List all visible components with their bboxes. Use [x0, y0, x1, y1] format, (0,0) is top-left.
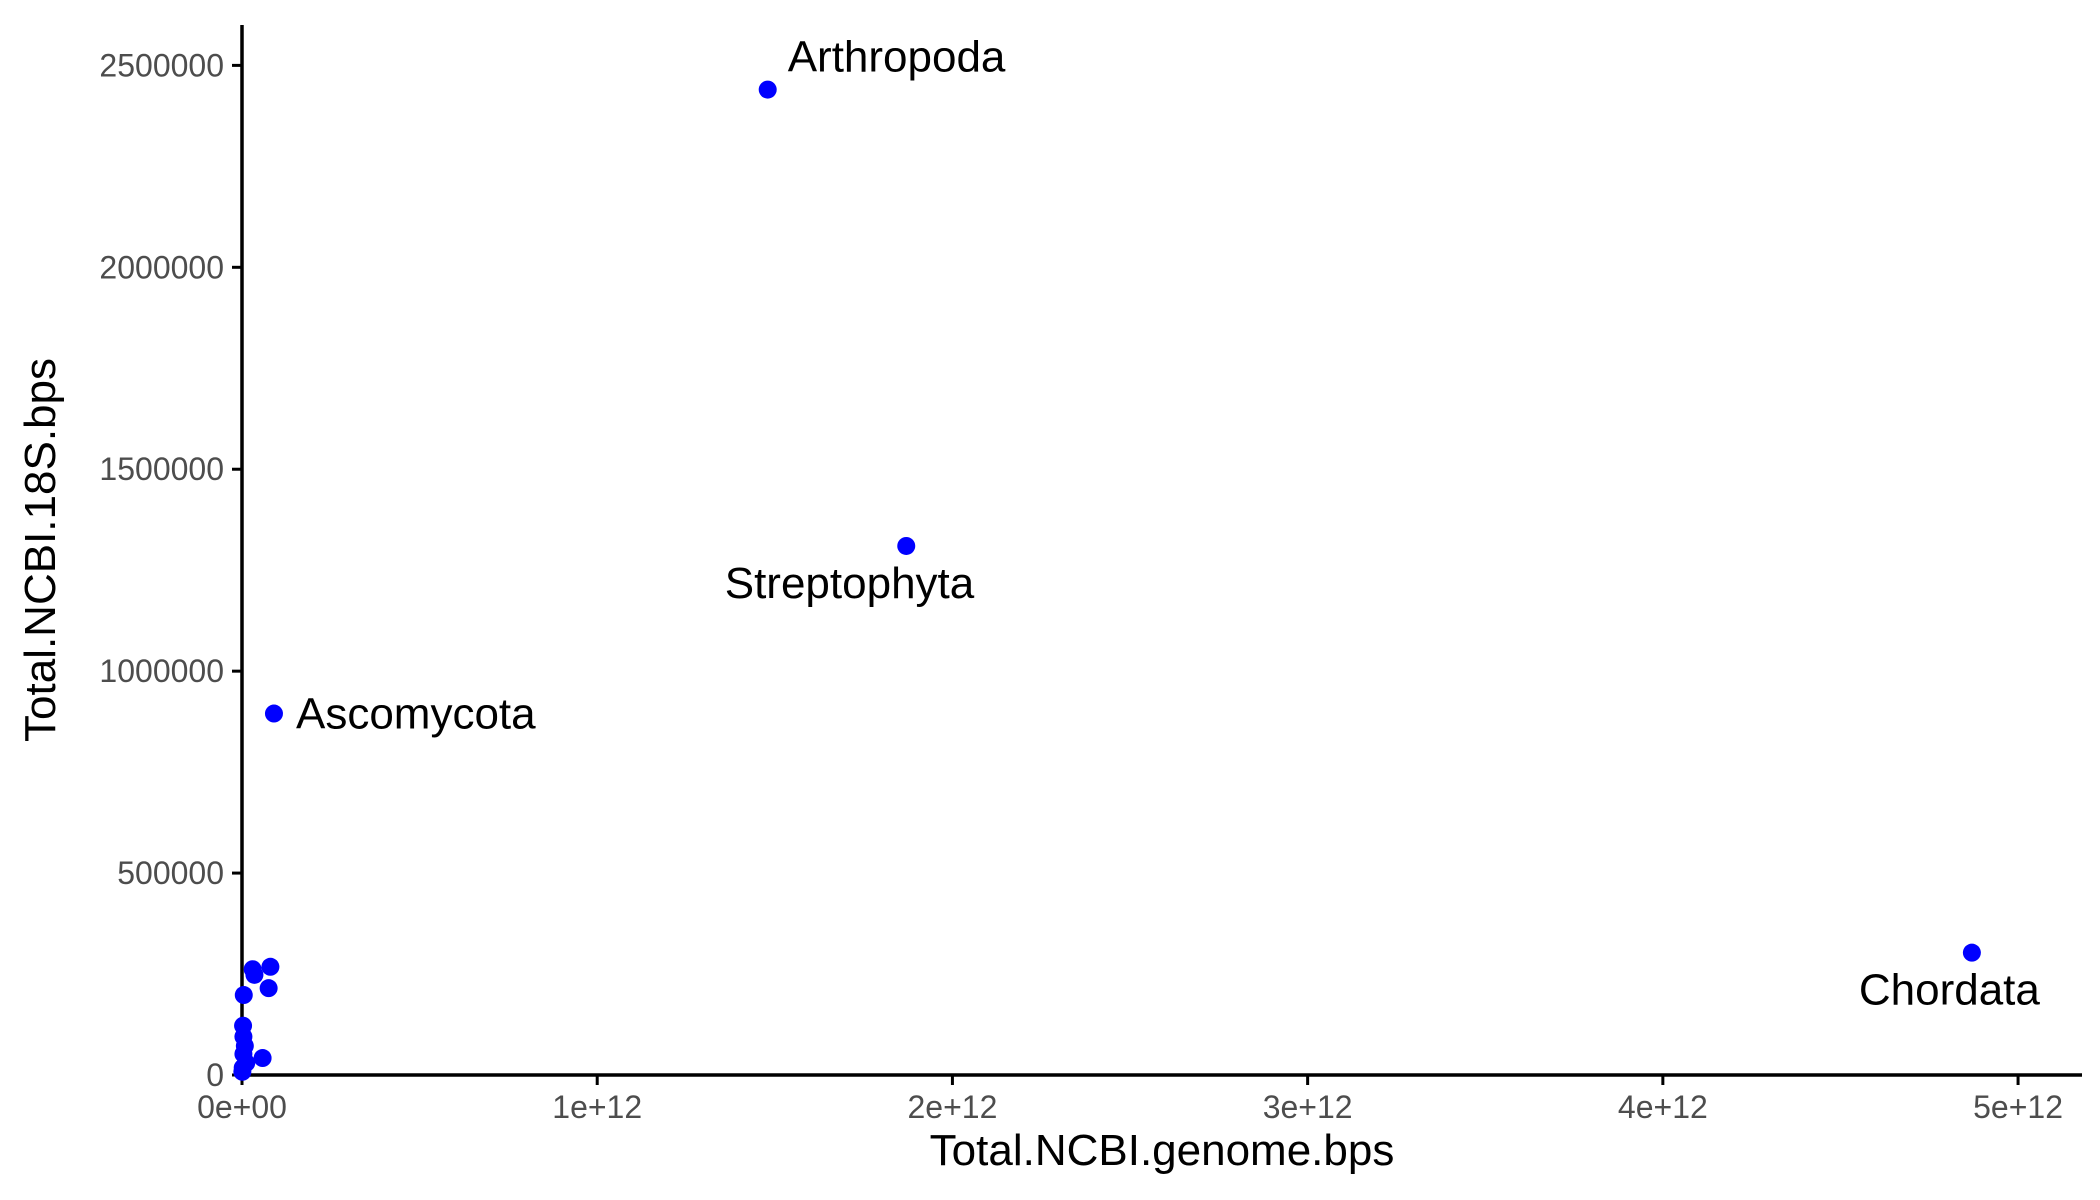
point-label: Streptophyta [725, 559, 975, 608]
point-label: Ascomycota [296, 690, 536, 739]
data-point [233, 1062, 252, 1081]
x-tick-label: 2e+12 [907, 1089, 997, 1125]
data-point [253, 1049, 272, 1068]
y-tick-label: 1000000 [99, 653, 224, 689]
y-tick-label: 2000000 [99, 249, 224, 285]
x-tick-label: 1e+12 [552, 1089, 642, 1125]
data-point [261, 957, 280, 976]
data-point [897, 536, 916, 555]
point-label: Arthropoda [788, 33, 1006, 82]
y-axis-title: Total.NCBI.18S.bps [16, 358, 65, 742]
y-tick-label: 2500000 [99, 47, 224, 83]
data-point [1962, 943, 1981, 962]
data-point [264, 704, 283, 723]
data-point [259, 979, 278, 998]
x-axis-title: Total.NCBI.genome.bps [930, 1126, 1395, 1175]
axes [240, 25, 2082, 1077]
x-tick-label: 3e+12 [1263, 1089, 1353, 1125]
x-tick-label: 4e+12 [1618, 1089, 1708, 1125]
data-point [758, 80, 777, 99]
data-points [233, 80, 1981, 1081]
x-tick-label: 5e+12 [1973, 1089, 2063, 1125]
x-tick-label: 0e+00 [197, 1089, 287, 1125]
y-tick-label: 0 [206, 1057, 224, 1093]
point-labels: Arthropoda Streptophyta Ascomycota Chordata [296, 33, 2040, 1015]
data-point [234, 986, 253, 1005]
data-point [245, 965, 264, 984]
tick-marks: 0e+00 1e+12 2e+12 3e+12 4e+12 5e+12 0 500000 100… [99, 47, 2063, 1125]
y-tick-label: 500000 [117, 855, 224, 891]
y-tick-label: 1500000 [99, 451, 224, 487]
point-label: Chordata [1859, 966, 2041, 1015]
